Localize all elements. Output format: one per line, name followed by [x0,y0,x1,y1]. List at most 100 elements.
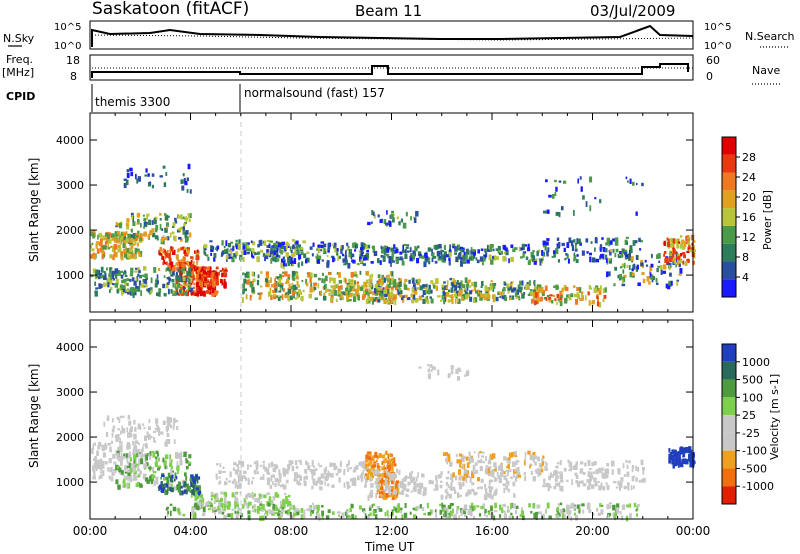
data-cell [588,300,591,306]
data-cell [393,474,397,479]
data-cell [285,292,287,295]
data-cell [526,281,529,287]
data-cell [188,463,191,467]
data-cell [364,468,367,471]
data-cell [235,503,239,508]
data-cell [371,221,373,224]
data-cell [410,478,414,483]
data-cell [321,513,324,520]
data-cell [180,214,183,220]
data-cell [612,248,615,253]
data-cell [183,279,187,286]
data-cell [133,419,136,425]
data-cell [253,508,257,513]
data-cell [489,491,492,496]
data-cell [399,294,403,298]
data-cell [676,260,679,266]
data-cell [403,243,407,247]
data-cell [596,295,599,300]
data-cell [367,244,371,249]
data-cell [258,294,262,299]
data-cell [141,237,144,242]
data-cell [581,250,585,256]
data-cell [194,502,198,508]
data-cell [276,276,280,280]
data-cell [451,503,454,506]
data-cell [491,453,496,459]
data-cell [333,285,335,289]
data-cell [621,283,626,287]
data-cell [341,291,346,296]
data-cell [398,469,401,476]
data-cell [553,285,556,289]
data-cell [238,477,240,483]
data-cell [561,512,565,519]
data-cell [421,286,425,289]
data-cell [447,289,451,293]
data-cell [90,274,94,278]
data-cell [287,509,291,515]
data-cell [260,271,263,274]
data-cell [267,502,271,507]
data-cell [556,302,558,305]
data-cell [664,260,668,263]
data-cell [573,255,577,261]
data-cell [392,285,396,288]
data-cell [356,284,360,291]
data-cell [382,494,385,500]
data-cell [358,250,362,254]
data-cell [147,426,151,431]
data-cell [137,451,140,458]
data-cell [236,501,239,505]
data-cell [548,485,552,489]
data-cell [612,481,617,484]
data-cell [178,236,182,240]
data-cell [126,282,129,287]
data-cell [143,426,146,430]
data-cell [134,459,137,463]
data-cell [164,236,168,241]
data-cell [171,266,174,271]
data-cell [524,244,528,247]
data-cell [570,293,574,298]
data-cell [246,506,250,509]
data-cell [411,287,415,293]
data-cell [615,486,619,489]
data-cell [414,287,417,291]
data-cell [311,469,316,473]
data-cell [282,263,285,270]
data-cell [115,479,119,485]
data-cell [486,492,489,496]
data-cell [126,432,131,438]
data-cell [125,475,129,480]
data-cell [183,250,186,254]
data-cell [377,281,380,285]
data-cell [671,259,675,262]
data-cell [91,242,94,246]
data-cell [181,185,185,191]
data-cell [253,469,257,475]
data-cell [145,454,148,461]
data-cell [491,495,494,500]
data-cell [248,501,252,506]
data-cell [112,469,117,472]
data-cell [383,299,387,305]
data-cell [136,481,140,487]
data-cell [169,503,173,506]
data-cell [106,237,110,244]
data-cell [434,366,436,371]
data-cell [164,256,167,260]
data-cell [293,290,297,294]
data-cell [490,280,493,283]
data-cell [449,294,452,299]
data-cell [297,263,300,268]
data-cell [265,255,269,260]
colorbar-tick: -500 [742,462,767,475]
data-cell [518,289,522,293]
data-cell [543,210,547,214]
xtick-label: 16:00 [475,524,510,538]
data-cell [434,260,438,264]
data-cell [361,295,365,300]
data-cell [169,476,173,482]
data-cell [311,459,314,463]
